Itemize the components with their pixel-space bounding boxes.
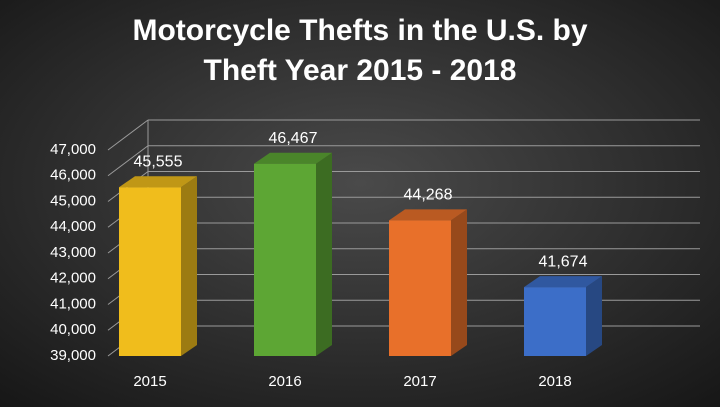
- y-tick-label: 41,000: [50, 295, 96, 312]
- y-tick-label: 43,000: [50, 244, 96, 261]
- bar: [254, 163, 316, 356]
- value-label: 45,555: [134, 153, 183, 170]
- y-tick-label: 47,000: [50, 141, 96, 158]
- value-label: 46,467: [269, 130, 318, 147]
- y-tick-label: 46,000: [50, 167, 96, 184]
- bar: [119, 187, 181, 356]
- bar-top: [254, 152, 332, 164]
- bar-side: [181, 176, 197, 356]
- x-tick-label: 2018: [538, 373, 571, 390]
- chart-title: Theft Year 2015 - 2018: [204, 54, 517, 87]
- x-tick-label: 2015: [133, 373, 166, 390]
- bar-top: [119, 176, 197, 188]
- chart-title: Motorcycle Thefts in the U.S. by: [132, 14, 587, 47]
- grid-line: [107, 145, 149, 177]
- bar-top: [524, 276, 602, 288]
- y-tick-label: 44,000: [50, 218, 96, 235]
- y-tick-label: 39,000: [50, 347, 96, 364]
- x-tick-label: 2016: [268, 373, 301, 390]
- grid-line: [107, 119, 149, 151]
- y-tick-label: 45,000: [50, 192, 96, 209]
- value-label: 41,674: [539, 253, 588, 270]
- x-tick-label: 2017: [403, 373, 436, 390]
- y-tick-label: 40,000: [50, 321, 96, 338]
- bar-side: [451, 209, 467, 356]
- value-label: 44,268: [404, 187, 453, 204]
- bar-side: [586, 276, 602, 356]
- bar-top: [389, 209, 467, 221]
- bar: [524, 287, 586, 356]
- bar: [389, 220, 451, 356]
- y-tick-label: 42,000: [50, 270, 96, 287]
- bar-side: [316, 152, 332, 356]
